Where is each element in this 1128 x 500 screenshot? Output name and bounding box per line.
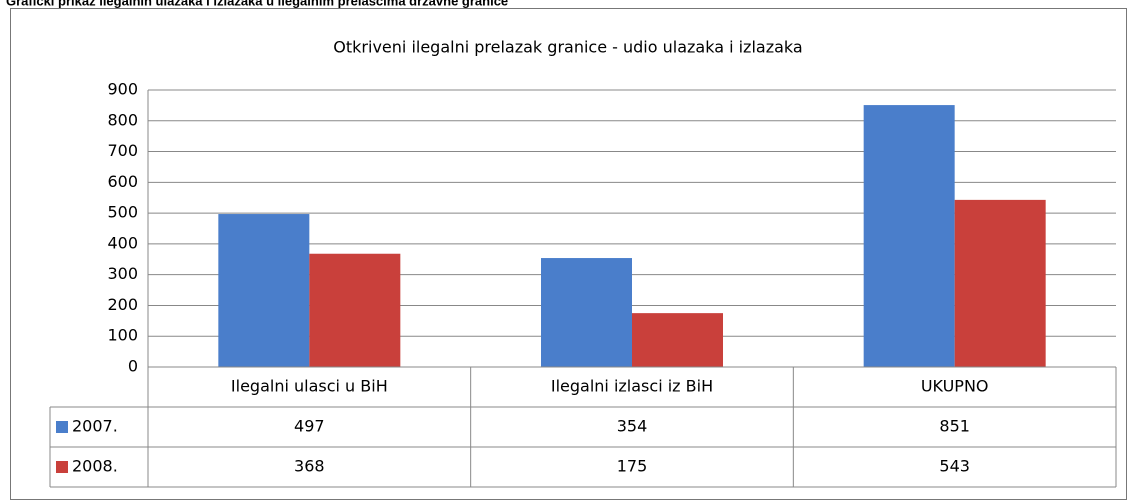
y-tick-label: 200	[107, 295, 138, 314]
table-value: 543	[939, 457, 970, 476]
y-tick-label: 300	[107, 264, 138, 283]
table-value: 175	[617, 457, 648, 476]
legend-label: 2007.	[72, 417, 118, 436]
chart-title: Otkriveni ilegalni prelazak granice - ud…	[333, 38, 802, 57]
y-tick-label: 900	[107, 80, 138, 99]
bar	[954, 199, 1046, 367]
bar	[632, 313, 723, 367]
table-value: 354	[617, 417, 648, 436]
bar	[541, 258, 632, 367]
legend-swatch	[56, 461, 68, 473]
table-value: 851	[939, 417, 970, 436]
y-tick-label: 100	[107, 326, 138, 345]
bar	[218, 214, 310, 367]
table-value: 497	[294, 417, 325, 436]
bar	[309, 253, 401, 367]
y-tick-label: 500	[107, 203, 138, 222]
legend-swatch	[56, 421, 68, 433]
y-tick-label: 800	[107, 110, 138, 129]
table-value: 368	[294, 457, 325, 476]
y-tick-label: 0	[128, 357, 138, 376]
x-tick-label: Ilegalni izlasci iz BiH	[551, 377, 713, 396]
y-tick-label: 400	[107, 233, 138, 252]
caption: Grafički prikaz ilegalnih ulazaka i izla…	[6, 0, 508, 8]
y-tick-label: 600	[107, 172, 138, 191]
legend-label: 2008.	[72, 457, 118, 476]
y-tick-label: 700	[107, 141, 138, 160]
x-tick-label: UKUPNO	[921, 377, 989, 396]
x-tick-label: Ilegalni ulasci u BiH	[231, 377, 388, 396]
bar	[863, 105, 955, 367]
